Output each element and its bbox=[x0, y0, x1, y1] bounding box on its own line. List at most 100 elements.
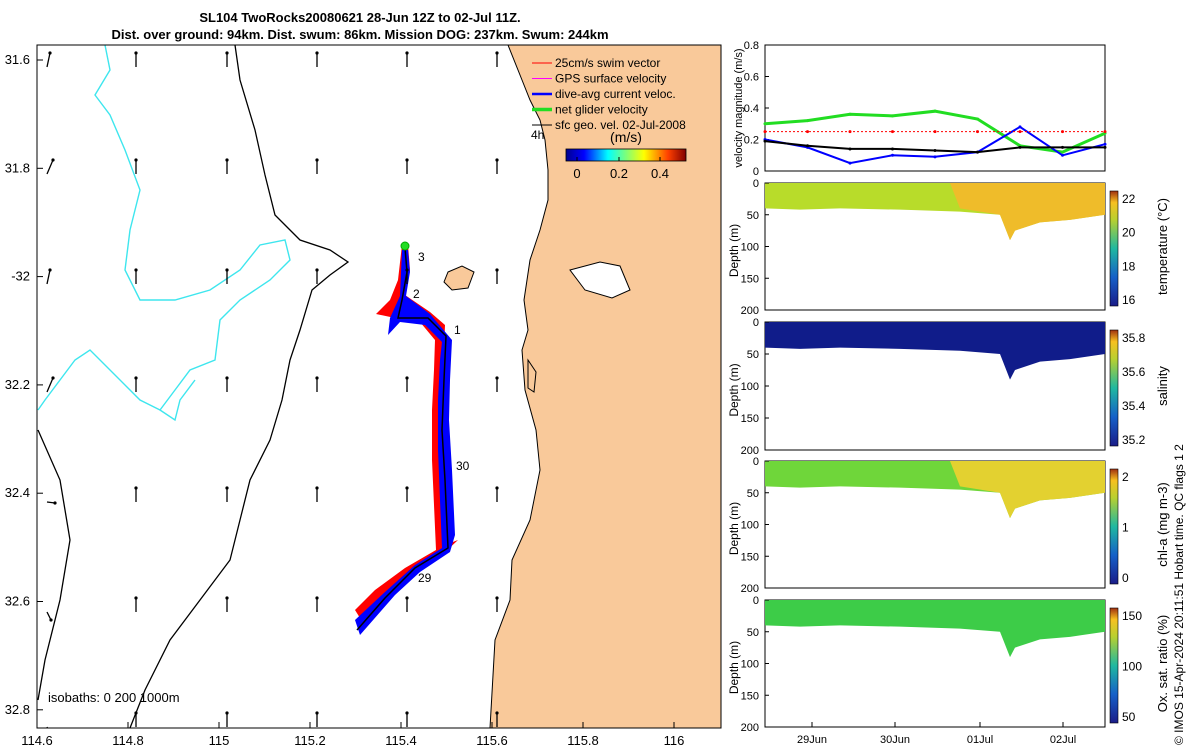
map-y-tick-label: 32.2 bbox=[5, 377, 30, 392]
geo-velocity-arrowhead bbox=[134, 711, 138, 715]
variable-label: salinity bbox=[1155, 366, 1170, 406]
geo-velocity-arrowhead bbox=[495, 596, 499, 600]
geo-velocity-arrowhead bbox=[315, 158, 319, 162]
map-y-tick-label: 31.8 bbox=[5, 160, 30, 175]
geo-velocity-arrowhead bbox=[405, 268, 409, 272]
colorbar-tick-label: 0 bbox=[1122, 571, 1129, 585]
map-x-tick-label: 115.2 bbox=[294, 733, 326, 748]
section-colorbar bbox=[1109, 190, 1119, 307]
geo-velocity-arrowhead bbox=[225, 711, 229, 715]
colorbar-tick-label: 35.4 bbox=[1122, 399, 1146, 413]
geo-velocity-arrowhead bbox=[405, 486, 409, 490]
geo-velocity-arrowhead bbox=[495, 51, 499, 55]
geo-velocity-arrowhead bbox=[405, 158, 409, 162]
isobath-200m bbox=[129, 45, 350, 728]
track-center bbox=[356, 247, 449, 631]
velocity-point bbox=[1103, 130, 1107, 134]
map-x-tick-label: 114.8 bbox=[112, 733, 144, 748]
depth-axis-label: Depth (m) bbox=[727, 363, 741, 416]
velocity-point bbox=[1061, 145, 1064, 149]
velocity-point bbox=[763, 130, 767, 134]
time-tick-label: 30Jun bbox=[880, 734, 910, 746]
legend-entry: GPS surface velocity bbox=[555, 72, 666, 86]
depth-tick-label: 0 bbox=[753, 317, 759, 329]
depth-tick-label: 150 bbox=[741, 413, 759, 425]
geo-velocity-arrowhead bbox=[405, 376, 409, 380]
legend-entry: 25cm/s swim vector bbox=[555, 56, 660, 70]
depth-tick-label: 200 bbox=[741, 722, 759, 734]
isobath-0m-cyan-b bbox=[159, 379, 196, 422]
geo-velocity-arrowhead bbox=[49, 618, 53, 622]
section-colorbar bbox=[1109, 468, 1119, 585]
velocity-point bbox=[891, 147, 894, 151]
colorbar-tick-label: 0.2 bbox=[610, 166, 628, 181]
geo-velocity-arrowhead bbox=[51, 158, 55, 162]
depth-tick-label: 0 bbox=[753, 456, 759, 468]
bay-inlet bbox=[569, 261, 631, 299]
geo-velocity-arrowhead bbox=[51, 376, 55, 380]
isobaths-label: isobaths: 0 200 1000m bbox=[48, 690, 180, 705]
section-colorbar bbox=[1109, 329, 1119, 447]
geo-velocity-arrowhead bbox=[495, 711, 499, 715]
velocity-y-tick-label: 0.2 bbox=[744, 135, 759, 147]
geo-velocity-arrowhead bbox=[134, 268, 138, 272]
section-warm-region bbox=[950, 461, 1105, 519]
velocity-point bbox=[848, 130, 852, 134]
colorbar-tick-label: 35.2 bbox=[1122, 433, 1146, 447]
time-tick-label: 29Jun bbox=[797, 734, 827, 746]
variable-label: temperature (°C) bbox=[1155, 198, 1170, 295]
map-x-tick-label: 114.6 bbox=[21, 733, 53, 748]
variable-label: chl-a (mg m-3) bbox=[1155, 482, 1170, 567]
map-x-tick-label: 115 bbox=[209, 733, 230, 748]
chart-title-line1: SL104 TwoRocks20080621 28-Jun 12Z to 02-… bbox=[199, 10, 521, 25]
geo-velocity-arrowhead bbox=[134, 486, 138, 490]
geo-velocity-arrowhead bbox=[134, 51, 138, 55]
velocity-y-label: velocity magnitude (m/s) bbox=[733, 48, 745, 167]
geo-velocity-arrowhead bbox=[495, 486, 499, 490]
time-tick-label: 01Jul bbox=[967, 734, 993, 746]
depth-tick-label: 150 bbox=[741, 273, 759, 285]
colorbar-tick-label: 1 bbox=[1122, 521, 1129, 535]
legend-4h-label: 4h bbox=[531, 128, 544, 142]
colorbar-tick-label: 35.6 bbox=[1122, 365, 1146, 379]
velocity-point bbox=[891, 153, 894, 157]
colorbar-tick-label: 35.8 bbox=[1122, 331, 1146, 345]
geo-velocity-arrowhead bbox=[134, 158, 138, 162]
track-start-marker bbox=[400, 241, 410, 251]
variable-label: Ox. sat. ratio (%) bbox=[1155, 615, 1170, 713]
velocity-point bbox=[1018, 145, 1022, 149]
geo-velocity-arrowhead bbox=[495, 158, 499, 162]
geo-velocity-arrowhead bbox=[225, 158, 229, 162]
land-mass bbox=[489, 45, 721, 728]
geo-velocity-arrowhead bbox=[225, 51, 229, 55]
depth-tick-label: 150 bbox=[741, 690, 759, 702]
geo-velocity-arrow bbox=[46, 269, 51, 285]
velocity-point bbox=[848, 161, 852, 165]
time-tick-label: 02Jul bbox=[1050, 734, 1076, 746]
velocity-point bbox=[806, 130, 809, 134]
colorbar-tick-label: 22 bbox=[1122, 192, 1136, 206]
geo-velocity-arrowhead bbox=[315, 268, 319, 272]
colorbar-label: (m/s) bbox=[610, 129, 642, 145]
colorbar-tick-label: 0.4 bbox=[651, 166, 669, 181]
isobath-1000m bbox=[37, 429, 71, 701]
legend-entry: dive-avg current veloc. bbox=[555, 87, 676, 101]
velocity-point bbox=[933, 109, 937, 113]
island bbox=[443, 265, 475, 291]
legend-entry: sfc geo. vel. 02-Jul-2008 bbox=[555, 118, 686, 132]
velocity-y-tick-label: 0.6 bbox=[744, 72, 759, 84]
geo-velocity-arrowhead bbox=[315, 376, 319, 380]
depth-tick-label: 100 bbox=[741, 659, 759, 671]
colorbar-tick-label: 50 bbox=[1122, 710, 1136, 724]
velocity-point bbox=[1061, 150, 1064, 154]
track-day-label: 30 bbox=[456, 459, 470, 473]
chart-title-line2: Dist. over ground: 94km. Dist. swum: 86k… bbox=[111, 27, 609, 42]
depth-tick-label: 0 bbox=[753, 595, 759, 607]
depth-tick-label: 100 bbox=[741, 520, 759, 532]
velocity-point bbox=[1103, 145, 1107, 149]
geo-velocity-arrow bbox=[46, 159, 54, 175]
colorbar-tick-label: 100 bbox=[1122, 660, 1142, 674]
track-day-label: 2 bbox=[413, 287, 420, 301]
depth-tick-label: 200 bbox=[741, 583, 759, 595]
geo-velocity-arrowhead bbox=[134, 376, 138, 380]
